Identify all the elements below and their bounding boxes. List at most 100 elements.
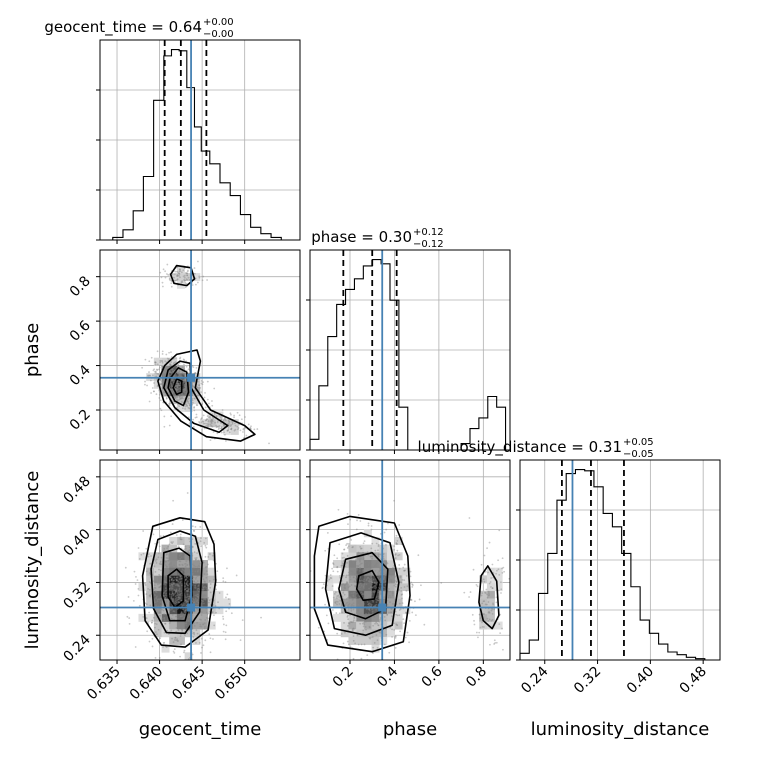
sample-point bbox=[165, 383, 168, 386]
sample-point bbox=[188, 393, 191, 396]
sample-point bbox=[145, 617, 148, 620]
density-bin bbox=[215, 419, 224, 428]
sample-point bbox=[195, 582, 197, 585]
sample-point bbox=[222, 424, 225, 426]
sample-point bbox=[170, 389, 173, 392]
sample-point bbox=[159, 560, 162, 563]
sample-point bbox=[404, 636, 407, 639]
sample-point bbox=[363, 571, 365, 573]
sample-point bbox=[353, 568, 356, 571]
sample-point bbox=[370, 528, 373, 531]
sample-point bbox=[183, 363, 185, 366]
sample-point bbox=[484, 603, 487, 606]
sample-point bbox=[368, 602, 371, 605]
sample-point bbox=[164, 597, 167, 599]
sample-point bbox=[171, 591, 174, 593]
sample-point bbox=[173, 279, 176, 282]
density-bin bbox=[479, 575, 488, 584]
sample-point bbox=[203, 573, 206, 575]
sample-point bbox=[399, 576, 402, 579]
density-bin bbox=[138, 613, 147, 622]
sample-point bbox=[193, 409, 196, 412]
sample-point bbox=[367, 564, 370, 567]
scatter-panel-geocent_time-vs-luminosity_distance: 0.240.320.400.48 bbox=[60, 459, 301, 665]
hist-geocent_time bbox=[112, 48, 282, 240]
sample-point bbox=[161, 353, 164, 355]
sample-point bbox=[135, 575, 137, 578]
sample-point bbox=[166, 263, 169, 266]
sample-point bbox=[348, 562, 351, 565]
sample-point bbox=[176, 383, 179, 386]
sample-point bbox=[373, 566, 375, 569]
sample-point bbox=[375, 565, 377, 568]
sample-point bbox=[179, 394, 182, 397]
sample-point bbox=[230, 423, 233, 426]
sample-point bbox=[176, 380, 179, 383]
sample-point bbox=[353, 573, 356, 575]
sample-point bbox=[242, 428, 245, 431]
sample-point bbox=[350, 592, 353, 595]
sample-point bbox=[468, 596, 470, 598]
sample-point bbox=[486, 617, 489, 620]
density-bin bbox=[215, 590, 224, 599]
density-bin bbox=[184, 590, 193, 599]
sample-point bbox=[229, 424, 232, 427]
sample-point bbox=[228, 603, 231, 605]
sample-point bbox=[365, 620, 368, 623]
sample-point bbox=[396, 539, 399, 542]
sample-point bbox=[374, 622, 376, 625]
sample-point bbox=[194, 582, 197, 585]
sample-point bbox=[368, 590, 370, 593]
sample-point bbox=[163, 547, 166, 550]
sample-point bbox=[398, 524, 401, 526]
sample-point bbox=[183, 390, 186, 393]
sample-point bbox=[330, 577, 333, 580]
sample-point bbox=[147, 553, 150, 556]
sample-point bbox=[182, 394, 184, 397]
sample-point bbox=[158, 397, 161, 399]
sample-point bbox=[137, 588, 140, 590]
sample-point bbox=[177, 387, 180, 390]
sample-point bbox=[394, 637, 397, 639]
sample-point bbox=[353, 628, 355, 630]
sample-point bbox=[345, 576, 347, 579]
density-bin bbox=[394, 598, 403, 607]
sample-point bbox=[155, 562, 158, 564]
sample-point bbox=[387, 575, 390, 578]
sample-point bbox=[206, 611, 208, 614]
sample-point bbox=[162, 268, 165, 271]
sample-point bbox=[388, 578, 391, 581]
sample-point bbox=[150, 555, 152, 557]
density-bin bbox=[169, 396, 178, 405]
xtick-label-phase-1: 0.4 bbox=[374, 663, 401, 690]
sample-point bbox=[199, 526, 202, 528]
sample-point bbox=[166, 273, 168, 275]
density-bin bbox=[394, 621, 403, 630]
sample-point bbox=[211, 419, 214, 421]
sample-point bbox=[488, 593, 491, 596]
sample-point bbox=[367, 592, 370, 594]
sample-point bbox=[200, 417, 203, 419]
sample-point bbox=[204, 406, 207, 409]
sample-point bbox=[369, 586, 372, 589]
sample-point bbox=[369, 555, 372, 558]
density-bin bbox=[161, 590, 170, 599]
sample-point bbox=[197, 587, 200, 590]
sample-point bbox=[182, 389, 185, 392]
sample-point bbox=[165, 396, 168, 399]
sample-point bbox=[352, 592, 355, 595]
density-bin bbox=[184, 396, 193, 405]
sample-point bbox=[147, 621, 149, 624]
sample-point bbox=[194, 272, 196, 275]
density-bin bbox=[371, 583, 380, 592]
ytick-label-phase-2: 0.6 bbox=[67, 318, 94, 345]
sample-point bbox=[195, 413, 198, 416]
sample-point bbox=[155, 558, 158, 561]
title-minus-phase: −0.12 bbox=[413, 239, 444, 250]
density-bin bbox=[363, 583, 372, 592]
sample-point bbox=[165, 566, 168, 569]
sample-point bbox=[224, 417, 227, 420]
sample-point bbox=[178, 578, 181, 581]
density-bin bbox=[486, 590, 495, 599]
sample-point bbox=[167, 545, 170, 548]
